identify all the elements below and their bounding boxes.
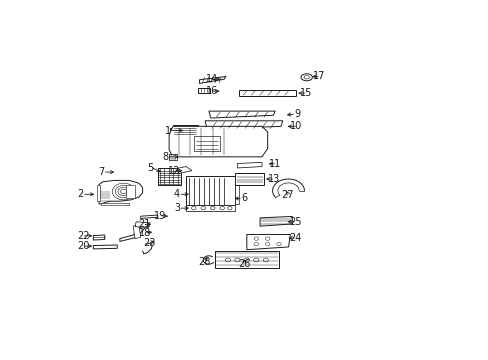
- Bar: [158, 168, 180, 185]
- Polygon shape: [125, 185, 135, 198]
- Polygon shape: [133, 225, 141, 239]
- Polygon shape: [97, 185, 100, 201]
- Polygon shape: [170, 128, 173, 132]
- Text: 20: 20: [77, 241, 90, 251]
- Text: 25: 25: [288, 217, 301, 227]
- Polygon shape: [101, 203, 129, 204]
- Text: 5: 5: [147, 163, 153, 173]
- Text: 11: 11: [269, 159, 281, 169]
- Text: 3: 3: [174, 203, 180, 213]
- Text: 28: 28: [198, 257, 210, 267]
- Text: 6: 6: [241, 193, 247, 203]
- Text: 16: 16: [205, 86, 217, 96]
- Polygon shape: [208, 111, 275, 118]
- Text: 23: 23: [142, 238, 155, 248]
- Text: 17: 17: [312, 72, 325, 81]
- Polygon shape: [120, 225, 146, 242]
- Polygon shape: [199, 76, 225, 84]
- Text: 2: 2: [77, 189, 83, 199]
- Text: 10: 10: [290, 121, 302, 131]
- Polygon shape: [237, 162, 262, 168]
- Text: 22: 22: [77, 231, 90, 241]
- Polygon shape: [260, 216, 292, 226]
- Polygon shape: [239, 90, 296, 96]
- Text: 8: 8: [163, 152, 168, 162]
- Polygon shape: [205, 121, 282, 129]
- Polygon shape: [234, 177, 239, 204]
- Polygon shape: [93, 235, 104, 240]
- Polygon shape: [173, 125, 197, 135]
- Text: 12: 12: [168, 166, 181, 176]
- Text: 9: 9: [294, 109, 300, 119]
- Polygon shape: [169, 154, 176, 159]
- Text: 13: 13: [267, 174, 279, 184]
- Text: 19: 19: [154, 211, 166, 221]
- Polygon shape: [186, 176, 235, 205]
- Polygon shape: [169, 126, 267, 157]
- Polygon shape: [141, 215, 158, 219]
- Polygon shape: [99, 180, 142, 204]
- Text: 18: 18: [139, 228, 151, 238]
- Text: 26: 26: [238, 260, 250, 269]
- Polygon shape: [135, 222, 150, 228]
- Polygon shape: [176, 167, 191, 174]
- Text: 1: 1: [164, 126, 170, 135]
- Text: 15: 15: [299, 88, 311, 98]
- Bar: [193, 136, 220, 151]
- Polygon shape: [198, 87, 210, 93]
- Text: 7: 7: [98, 167, 104, 177]
- Polygon shape: [246, 234, 290, 250]
- Polygon shape: [214, 251, 279, 268]
- Text: 4: 4: [174, 189, 180, 199]
- Text: 24: 24: [288, 233, 301, 243]
- Polygon shape: [235, 174, 264, 185]
- Text: 21: 21: [138, 220, 150, 229]
- Polygon shape: [186, 205, 235, 211]
- Text: 27: 27: [281, 190, 293, 200]
- Polygon shape: [93, 245, 117, 249]
- Text: 14: 14: [206, 74, 218, 84]
